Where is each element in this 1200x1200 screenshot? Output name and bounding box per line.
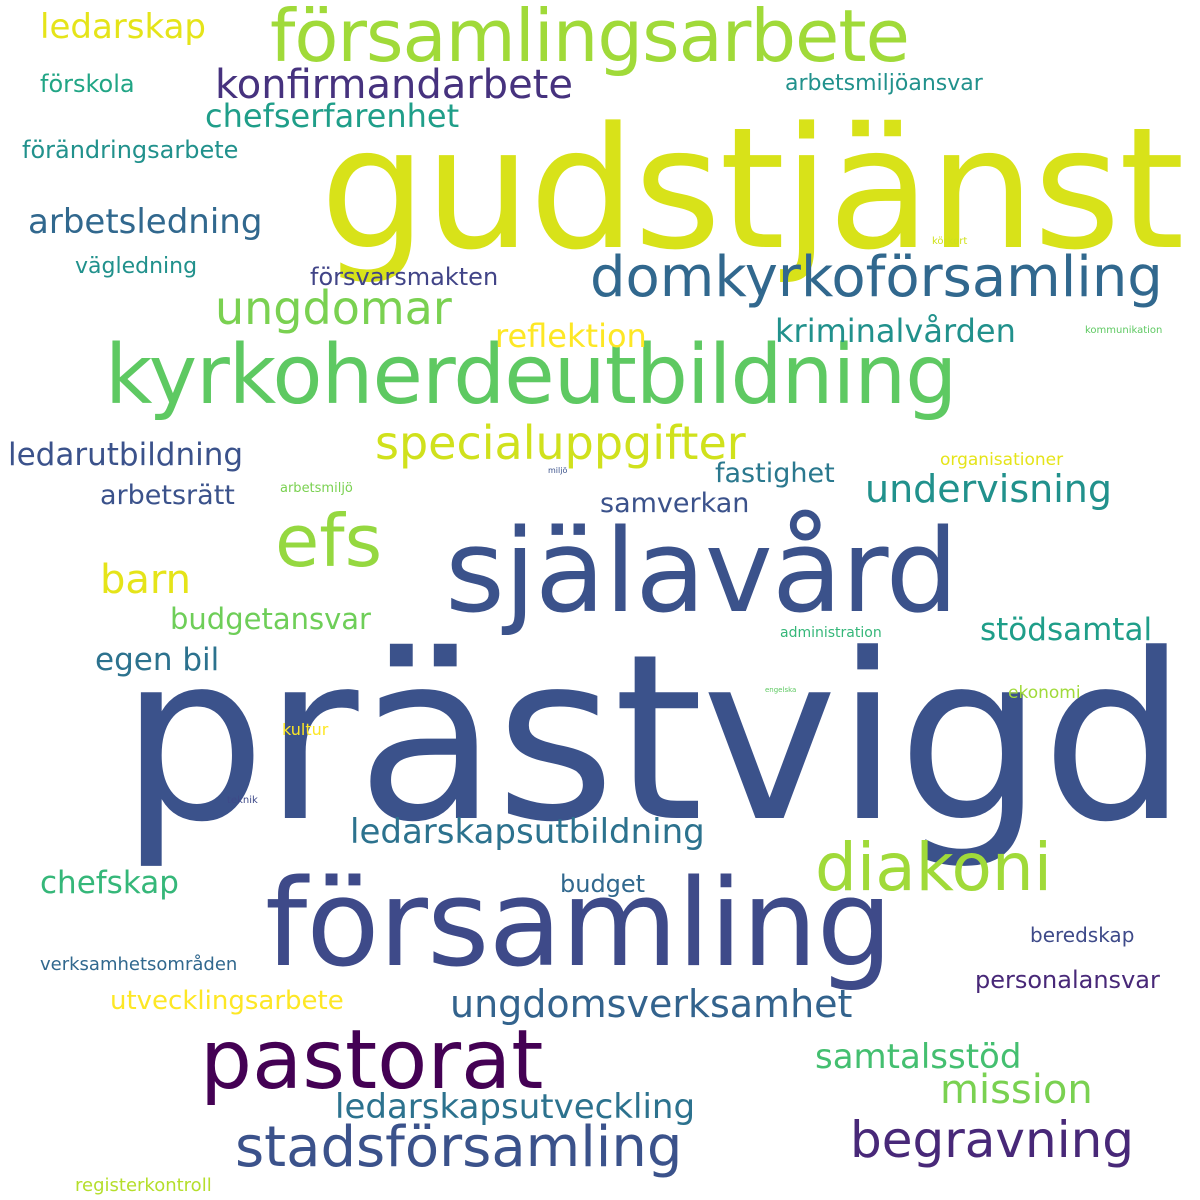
cloud-word: stödsamtal xyxy=(980,612,1153,648)
cloud-word: utvecklingsarbete xyxy=(110,986,344,1016)
cloud-word: stadsförsamling xyxy=(235,1115,683,1180)
cloud-word: verksamhetsområden xyxy=(40,954,238,975)
cloud-word: arbetsledning xyxy=(28,202,263,242)
cloud-word: gudstjänst xyxy=(320,91,1185,287)
cloud-word: organisationer xyxy=(940,450,1064,470)
cloud-word: budgetansvar xyxy=(170,602,371,636)
cloud-word: undervisning xyxy=(865,467,1112,511)
cloud-word: försvarsmakten xyxy=(310,263,499,291)
cloud-word: konfirmandarbete xyxy=(215,62,573,108)
cloud-word: ledarskapsutveckling xyxy=(335,1087,696,1127)
cloud-word: församlingsarbete xyxy=(270,0,910,78)
cloud-word: teknik xyxy=(227,795,258,806)
cloud-word: arbetsrätt xyxy=(100,480,235,511)
cloud-word: registerkontroll xyxy=(75,1175,212,1196)
cloud-word: arbetsmiljö xyxy=(280,481,353,496)
cloud-word: församling xyxy=(265,855,893,994)
cloud-word: kyrkoherdeutbildning xyxy=(105,328,957,423)
cloud-word: ungdomsverksamhet xyxy=(450,982,853,1026)
cloud-word: efs xyxy=(275,499,383,583)
cloud-word: ledarutbildning xyxy=(8,437,244,473)
cloud-word: förändringsarbete xyxy=(22,136,239,164)
cloud-word: egen bil xyxy=(95,642,220,678)
cloud-word: ledarskap xyxy=(40,7,206,47)
cloud-word: administration xyxy=(780,625,882,641)
cloud-word: samtalsstöd xyxy=(815,1037,1022,1077)
cloud-word: chefserfarenhet xyxy=(205,97,460,135)
cloud-word: samverkan xyxy=(600,488,750,519)
cloud-word: reflektion xyxy=(495,317,647,355)
cloud-word: barn xyxy=(100,557,191,603)
cloud-word: förskola xyxy=(40,70,135,98)
cloud-word: prästvigd xyxy=(120,606,1188,873)
cloud-word: chefskap xyxy=(40,865,179,901)
cloud-word: ekonomi xyxy=(1008,683,1081,703)
cloud-word: ledarskapsutbildning xyxy=(350,812,705,852)
cloud-word: beredskap xyxy=(1030,923,1135,947)
cloud-word: kommunikation xyxy=(1085,325,1163,336)
cloud-word: ungdomar xyxy=(215,281,452,335)
cloud-word: kriminalvården xyxy=(775,312,1016,350)
cloud-word: arbetsmiljöansvar xyxy=(785,71,983,96)
cloud-word: själavård xyxy=(445,505,959,639)
cloud-word: vägledning xyxy=(75,254,198,279)
cloud-word: budget xyxy=(560,870,646,898)
cloud-word: fastighet xyxy=(715,458,835,489)
cloud-word: pastorat xyxy=(200,1013,544,1108)
cloud-word: diakoni xyxy=(815,829,1053,906)
cloud-word: specialuppgifter xyxy=(375,416,746,470)
cloud-word: domkyrkoförsamling xyxy=(590,245,1163,310)
cloud-word: personalansvar xyxy=(975,966,1160,994)
cloud-word: begravning xyxy=(850,1111,1135,1169)
cloud-word: miljö xyxy=(548,466,568,475)
cloud-word: körkort xyxy=(932,236,968,247)
cloud-word: engelska xyxy=(765,686,797,694)
cloud-word: kultur xyxy=(282,720,329,739)
cloud-word: mission xyxy=(940,1067,1093,1113)
